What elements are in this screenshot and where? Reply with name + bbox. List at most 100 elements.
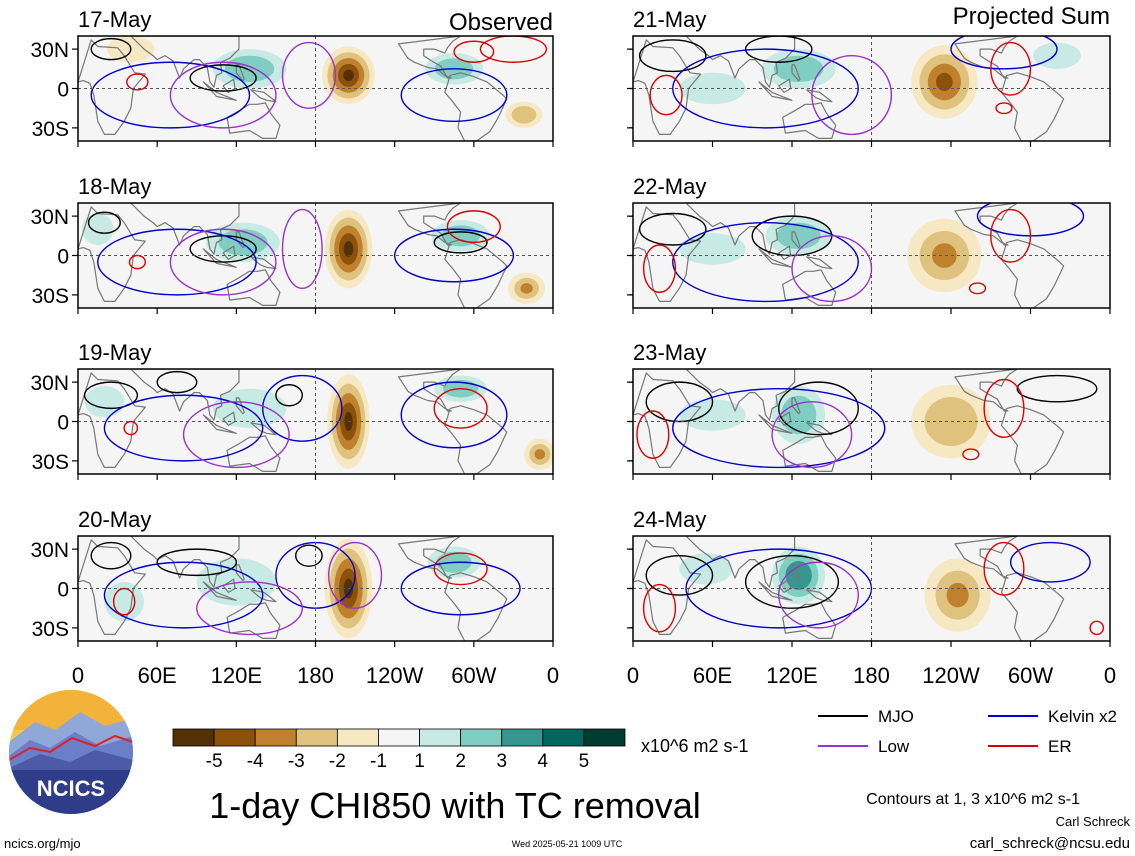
colorbar-units: x10^6 m2 s-1 (641, 736, 749, 756)
longitude-axis-labels: 0 60E 120E 180 120W 60W 0 0 60E 120E 180 120W 60W 0 (72, 663, 1116, 688)
contour-kelvin (672, 48, 859, 129)
contour-kelvin (103, 394, 264, 462)
contour-kelvin (950, 36, 1058, 70)
contour-kelvin (393, 228, 515, 283)
lat-label: 30N (30, 372, 69, 395)
map-panels: 30N030S17-May30N030S18-May30N030S19-May3… (30, 7, 1111, 647)
anomaly-level (94, 393, 115, 410)
panel-date-label: 21-May (633, 7, 706, 32)
contour-mjo (433, 231, 488, 254)
contour-mjo (1016, 374, 1098, 403)
contour-low (281, 41, 336, 109)
contour-er (433, 552, 488, 586)
coastline (78, 372, 146, 468)
contour-kelvin (262, 374, 343, 442)
contour-er (642, 244, 677, 293)
coastline (226, 435, 281, 472)
coastline (954, 536, 1018, 579)
contour-mjo (744, 36, 813, 63)
coastline (226, 602, 281, 640)
contour-er (446, 210, 501, 244)
legend-item-mjo: MJO (818, 707, 914, 726)
panel-date-label: 17-May (78, 7, 151, 32)
contour-mjo (275, 384, 304, 407)
panel-date-label: 22-May (633, 174, 706, 199)
map-panel-17-may: 30N 0 30S 17-May (30, 7, 554, 147)
lat-label: 30S (32, 118, 69, 141)
anomaly-blob (907, 218, 982, 293)
coastline (78, 206, 146, 302)
coastline (250, 256, 277, 270)
map-panel-21-may: 21-May (627, 7, 1111, 147)
lon-label: 180 (297, 663, 334, 688)
contour-low (169, 228, 277, 296)
contour-mjo (638, 212, 707, 246)
map-panel-22-may: 22-May (627, 174, 1111, 314)
coastline (226, 269, 281, 306)
coastline (1000, 572, 1065, 641)
footer-url: ncics.org/mjo (4, 836, 81, 851)
contour-mjo (156, 370, 198, 394)
contour-legend: MJO Kelvin x2 Low ER (818, 707, 1117, 756)
contour-er (983, 378, 1025, 438)
lat-label: 0 (57, 246, 69, 269)
lon-label: 60W (451, 663, 496, 688)
colorbar-tick-label: 2 (455, 751, 466, 772)
lon-label: 0 (627, 663, 639, 688)
coastline (633, 539, 702, 636)
panel-date-label: 18-May (78, 174, 151, 199)
colorbar-swatch (172, 728, 215, 747)
coastline (78, 539, 146, 636)
anomaly-blob (81, 213, 114, 245)
contour-kelvin (400, 68, 508, 123)
contour-mjo (83, 381, 139, 410)
anomaly-blob (324, 209, 373, 289)
contour-er (995, 102, 1013, 115)
coastline (685, 203, 796, 255)
coastline (758, 581, 793, 601)
colorbar-tick-label: -3 (288, 751, 305, 772)
anomaly-level (695, 241, 730, 257)
lon-label: 120W (922, 663, 980, 688)
contour-er (636, 410, 670, 459)
lat-label: 30S (32, 451, 69, 474)
legend-item-kelvin-x2: Kelvin x2 (988, 707, 1117, 726)
coastline (1000, 405, 1065, 474)
contour-low (196, 581, 304, 636)
coastline (235, 64, 245, 82)
anomaly-level (534, 449, 546, 460)
lat-label: 0 (57, 79, 69, 102)
anomaly-level (520, 283, 533, 294)
anomaly-level (936, 72, 953, 92)
coastline (758, 414, 793, 434)
contour-er (968, 282, 987, 295)
anomaly-level (231, 398, 268, 419)
contour-low (771, 401, 853, 469)
colorbar-tick-label: 5 (579, 751, 590, 772)
coastline (805, 589, 833, 603)
map-panel-20-may: 30N 0 30S 20-May (30, 507, 554, 647)
anomaly-blob (772, 386, 826, 444)
contour-low (778, 561, 859, 629)
contour-er (649, 74, 683, 116)
map-panel-23-may: 23-May (627, 340, 1111, 480)
contour-mjo (295, 544, 323, 567)
anomaly-level (343, 241, 354, 257)
contour-low (811, 54, 893, 136)
lon-label: 0 (1104, 663, 1116, 688)
lon-label: 60E (693, 663, 732, 688)
colorbar-tick-label: 3 (496, 751, 507, 772)
contour-mjo (189, 64, 257, 92)
coastline (758, 248, 793, 268)
colorbar-tick-label: -4 (247, 751, 264, 772)
logo-red-line (9, 734, 133, 761)
contour-low (169, 61, 277, 129)
anomaly-level (114, 591, 135, 612)
contour-mjo (156, 548, 238, 577)
contour-er (112, 587, 136, 616)
anomaly-blob (924, 558, 991, 632)
coastline (685, 36, 796, 88)
coastline (202, 414, 237, 434)
colorbar-tick-label: 4 (538, 751, 549, 772)
anomaly-level (343, 69, 354, 82)
